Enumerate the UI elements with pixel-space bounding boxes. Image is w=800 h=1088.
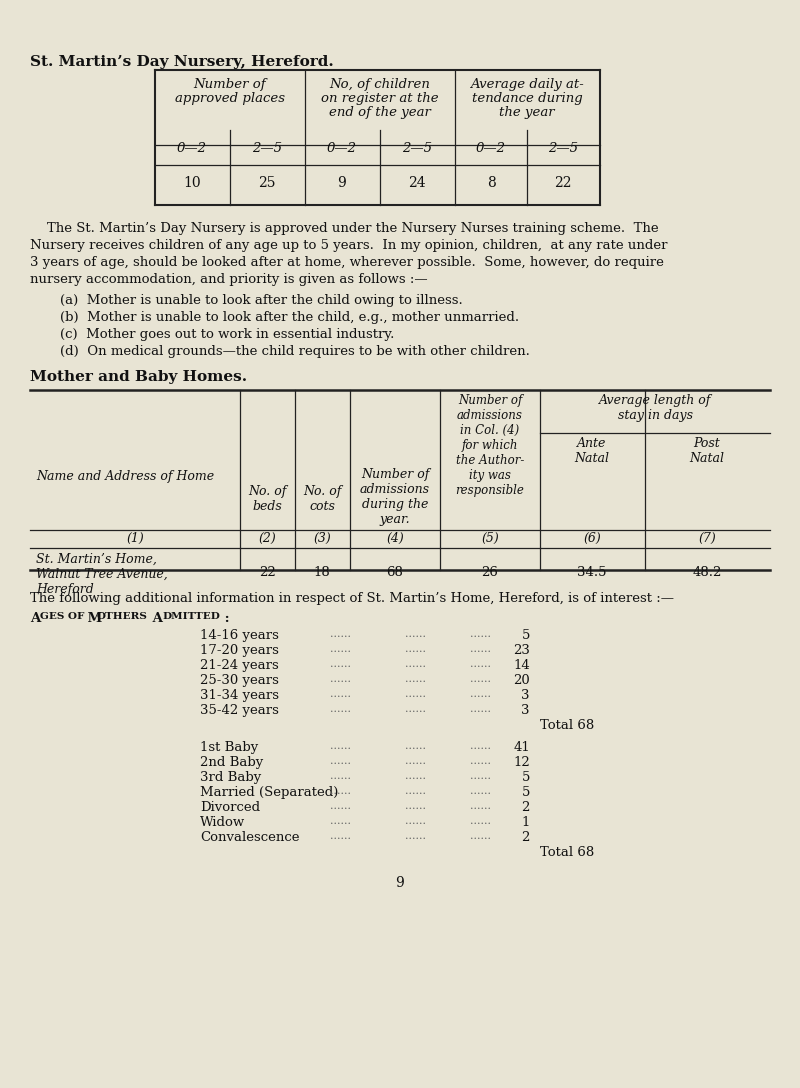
Text: ......: ...... bbox=[330, 741, 351, 751]
Text: ......: ...... bbox=[330, 644, 351, 654]
Text: A: A bbox=[30, 611, 40, 625]
Text: 1st Baby: 1st Baby bbox=[200, 741, 258, 754]
Text: ......: ...... bbox=[330, 831, 351, 841]
Text: Number of
admissions
during the
year.: Number of admissions during the year. bbox=[360, 468, 430, 526]
Text: nursery accommodation, and priority is given as follows :—: nursery accommodation, and priority is g… bbox=[30, 273, 428, 286]
Text: 26: 26 bbox=[482, 567, 498, 580]
Text: ......: ...... bbox=[405, 644, 426, 654]
Text: (b)  Mother is unable to look after the child, e.g., mother unmarried.: (b) Mother is unable to look after the c… bbox=[60, 311, 519, 324]
Text: 35-42 years: 35-42 years bbox=[200, 704, 279, 717]
Text: Number of: Number of bbox=[194, 78, 266, 91]
Text: :: : bbox=[220, 611, 230, 625]
Text: Total 68: Total 68 bbox=[540, 719, 594, 732]
Text: ......: ...... bbox=[405, 831, 426, 841]
Text: 2: 2 bbox=[522, 801, 530, 814]
Text: on register at the: on register at the bbox=[321, 92, 439, 106]
Text: 0—2: 0—2 bbox=[177, 141, 207, 154]
Text: 31-34 years: 31-34 years bbox=[200, 689, 279, 702]
Text: Divorced: Divorced bbox=[200, 801, 260, 814]
Text: 3 years of age, should be looked after at home, wherever possible.  Some, howeve: 3 years of age, should be looked after a… bbox=[30, 256, 664, 269]
Text: (6): (6) bbox=[583, 532, 601, 545]
Text: St. Martin’s Home,
Walnut Tree Avenue,
Hereford: St. Martin’s Home, Walnut Tree Avenue, H… bbox=[36, 553, 168, 596]
Text: 34.5: 34.5 bbox=[578, 567, 606, 580]
Text: Mother and Baby Homes.: Mother and Baby Homes. bbox=[30, 370, 247, 384]
Text: 3rd Baby: 3rd Baby bbox=[200, 771, 262, 784]
Text: end of the year: end of the year bbox=[329, 106, 431, 119]
Text: approved places: approved places bbox=[175, 92, 285, 106]
Text: 25-30 years: 25-30 years bbox=[200, 673, 279, 687]
Text: (1): (1) bbox=[126, 532, 144, 545]
Text: (c)  Mother goes out to work in essential industry.: (c) Mother goes out to work in essential… bbox=[60, 327, 394, 341]
Text: 1: 1 bbox=[522, 816, 530, 829]
Text: 17-20 years: 17-20 years bbox=[200, 644, 279, 657]
Text: 68: 68 bbox=[386, 567, 403, 580]
Text: No, of children: No, of children bbox=[330, 78, 430, 91]
Text: ......: ...... bbox=[470, 786, 491, 796]
Text: 24: 24 bbox=[408, 176, 426, 190]
Text: St. Martin’s Day Nursery, Hereford.: St. Martin’s Day Nursery, Hereford. bbox=[30, 55, 334, 69]
Text: ......: ...... bbox=[405, 629, 426, 639]
Text: ......: ...... bbox=[330, 786, 351, 796]
Text: ......: ...... bbox=[405, 816, 426, 826]
Text: 10: 10 bbox=[183, 176, 201, 190]
Text: ......: ...... bbox=[470, 771, 491, 781]
Text: ......: ...... bbox=[470, 644, 491, 654]
Text: ......: ...... bbox=[330, 771, 351, 781]
Text: Post
Natal: Post Natal bbox=[690, 437, 725, 465]
Text: Ante
Natal: Ante Natal bbox=[574, 437, 610, 465]
Text: 22: 22 bbox=[258, 567, 275, 580]
Text: 18: 18 bbox=[314, 567, 330, 580]
Text: No. of
cots: No. of cots bbox=[303, 485, 341, 514]
Text: ......: ...... bbox=[330, 673, 351, 684]
Text: (3): (3) bbox=[313, 532, 331, 545]
Text: ......: ...... bbox=[470, 659, 491, 669]
Text: ......: ...... bbox=[470, 704, 491, 714]
Text: DMITTED: DMITTED bbox=[162, 611, 220, 621]
Text: The St. Martin’s Day Nursery is approved under the Nursery Nurses training schem: The St. Martin’s Day Nursery is approved… bbox=[30, 222, 658, 235]
Text: ......: ...... bbox=[330, 756, 351, 766]
Text: Number of
admissions
in Col. (4)
for which
the Author-
ity was
responsible: Number of admissions in Col. (4) for whi… bbox=[455, 394, 525, 497]
Text: Widow: Widow bbox=[200, 816, 246, 829]
Text: (4): (4) bbox=[386, 532, 404, 545]
Text: 21-24 years: 21-24 years bbox=[200, 659, 278, 672]
Text: 20: 20 bbox=[514, 673, 530, 687]
Text: 2: 2 bbox=[522, 831, 530, 844]
Text: ......: ...... bbox=[470, 689, 491, 698]
Text: 22: 22 bbox=[554, 176, 572, 190]
Text: ......: ...... bbox=[330, 801, 351, 811]
Text: 9: 9 bbox=[396, 876, 404, 890]
Text: (2): (2) bbox=[258, 532, 276, 545]
Text: ......: ...... bbox=[470, 816, 491, 826]
Text: 5: 5 bbox=[522, 629, 530, 642]
Text: 48.2: 48.2 bbox=[692, 567, 722, 580]
Text: GES OF: GES OF bbox=[40, 611, 84, 621]
Text: Average length of
stay in days: Average length of stay in days bbox=[599, 394, 711, 422]
Text: ......: ...... bbox=[470, 741, 491, 751]
Text: Total 68: Total 68 bbox=[540, 846, 594, 860]
Text: No. of
beds: No. of beds bbox=[248, 485, 286, 514]
Text: ......: ...... bbox=[405, 786, 426, 796]
Text: OTHERS: OTHERS bbox=[97, 611, 148, 621]
Text: Name and Address of Home: Name and Address of Home bbox=[36, 470, 214, 483]
Text: ......: ...... bbox=[405, 771, 426, 781]
Text: Convalescence: Convalescence bbox=[200, 831, 299, 844]
Text: ......: ...... bbox=[330, 629, 351, 639]
Text: ......: ...... bbox=[405, 741, 426, 751]
Text: 2nd Baby: 2nd Baby bbox=[200, 756, 263, 769]
Text: 8: 8 bbox=[486, 176, 495, 190]
Text: 12: 12 bbox=[514, 756, 530, 769]
Text: 23: 23 bbox=[513, 644, 530, 657]
Text: ......: ...... bbox=[405, 801, 426, 811]
Text: ......: ...... bbox=[405, 704, 426, 714]
Text: ......: ...... bbox=[470, 629, 491, 639]
Text: the year: the year bbox=[499, 106, 555, 119]
Text: 0—2: 0—2 bbox=[476, 141, 506, 154]
Text: 3: 3 bbox=[522, 704, 530, 717]
Text: 2—5: 2—5 bbox=[252, 141, 282, 154]
Text: 25: 25 bbox=[258, 176, 276, 190]
Text: 14-16 years: 14-16 years bbox=[200, 629, 279, 642]
Text: A: A bbox=[148, 611, 163, 625]
Text: Average daily at-: Average daily at- bbox=[470, 78, 584, 91]
Text: ......: ...... bbox=[405, 756, 426, 766]
Text: (d)  On medical grounds—the child requires to be with other children.: (d) On medical grounds—the child require… bbox=[60, 345, 530, 358]
